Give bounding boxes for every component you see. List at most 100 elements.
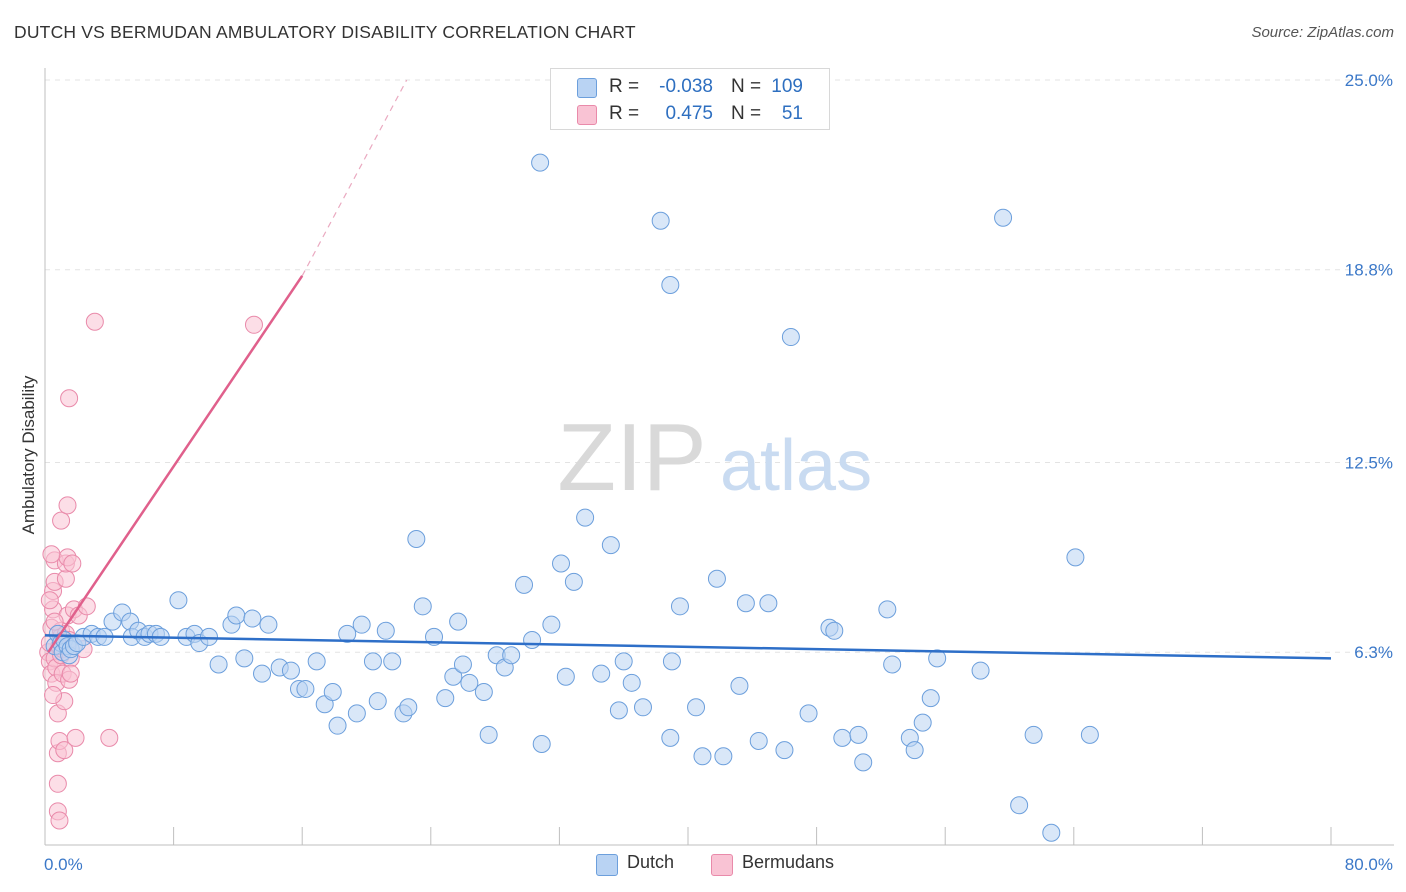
dutch-point [905,741,924,760]
n-value: 109 [771,76,803,97]
dutch-point [436,689,455,708]
dutch-point [209,655,228,674]
dutch-point [532,735,551,754]
dutch-point [169,591,188,610]
dutch-point [259,615,278,634]
dutch-point [1080,725,1099,744]
bermudans-point [85,312,104,331]
dutch-point [515,575,534,594]
dutch-point [661,276,680,295]
bermudans-legend-label: Bermudans [742,852,835,872]
dutch-point [368,692,387,711]
bermudans-legend-swatch [711,854,733,876]
dutch-point [542,615,561,634]
dutch-point [296,679,315,698]
r-value: -0.038 [659,76,713,97]
y-tick-label: 18.8% [1345,261,1393,280]
dutch-point [235,649,254,668]
dutch-point [307,652,326,671]
bermudans-point [42,545,61,564]
dutch-point [253,664,272,683]
dutch-point [1066,548,1085,567]
dutch-point [775,741,794,760]
dutch-point [363,652,382,671]
grid-lines [45,79,1394,653]
bermudans-point [63,554,82,573]
dutch-point [854,753,873,772]
dutch-point [687,698,706,717]
dutch-point [502,646,521,665]
bermudans-point [244,315,263,334]
dutch-point [383,652,402,671]
n-label: N = [731,76,762,97]
y-tick-labels: 6.3% 12.5% 18.8% 25.0% [1345,71,1393,662]
dutch-point [281,661,300,680]
dutch-point [833,728,852,747]
n-label: N = [731,103,762,124]
dutch-point [609,701,628,720]
y-tick-label: 25.0% [1345,71,1393,90]
dutch-point [453,655,472,674]
dutch-point [199,627,218,646]
x-tick-label: 0.0% [44,855,83,874]
watermark-zip: ZIP [557,404,706,511]
y-tick-label: 6.3% [1354,643,1393,662]
dutch-point [449,612,468,631]
axes [44,68,1394,846]
dutch-point [399,698,418,717]
r-value: 0.475 [665,103,713,124]
bermudans-point [58,496,77,515]
dutch-point [707,569,726,588]
bermudans-point [40,591,59,610]
bermudans-trend-extension [301,79,408,277]
dutch-point [759,594,778,613]
dutch-point [913,713,932,732]
bermudans-point [55,741,74,760]
dutch-point [662,652,681,671]
bermudans-point [61,664,80,683]
dutch-point [460,673,479,692]
dutch-point [781,328,800,347]
x-tick-label: 80.0% [1345,855,1393,874]
dutch-point [670,597,689,616]
bermudans-trend-line [47,275,304,653]
bermudans-point [48,774,67,793]
dutch-point [921,689,940,708]
dutch-point [556,667,575,686]
legend-row-dutch: R = -0.038 N = 109 [551,74,829,100]
dutch-point [1024,725,1043,744]
dutch-swatch [577,78,597,98]
dutch-point [338,624,357,643]
dutch-point [531,153,550,172]
dutch-point [849,725,868,744]
dutch-point [352,615,371,634]
trend-lines [44,79,1332,660]
dutch-point [552,554,571,573]
dutch-point [328,716,347,735]
dutch-point [564,572,583,591]
bermudans-point [50,811,69,830]
dutch-point [413,597,432,616]
dutch-point [633,698,652,717]
n-value: 51 [781,103,803,124]
dutch-point [1042,823,1061,842]
dutch-point [622,673,641,692]
dutch-point [523,630,542,649]
dutch-point [243,609,262,628]
dutch-point [347,704,366,723]
dutch-legend-label: Dutch [627,852,675,872]
dutch-point [227,606,246,625]
dutch-point [736,594,755,613]
chart-title: DUTCH VS BERMUDAN AMBULATORY DISABILITY … [14,22,636,42]
bermudans-point [66,728,85,747]
dutch-point [825,621,844,640]
dutch-legend-swatch [596,854,618,876]
dutch-point [749,731,768,750]
dutch-point [1010,796,1029,815]
r-label: R = [609,103,640,124]
bermudans-point [60,389,79,408]
x-tick-labels: 0.0% 80.0% [44,855,1393,874]
watermark: ZIP atlas [557,404,872,511]
bermudans-point [56,569,75,588]
dutch-trend-line [44,634,1332,660]
